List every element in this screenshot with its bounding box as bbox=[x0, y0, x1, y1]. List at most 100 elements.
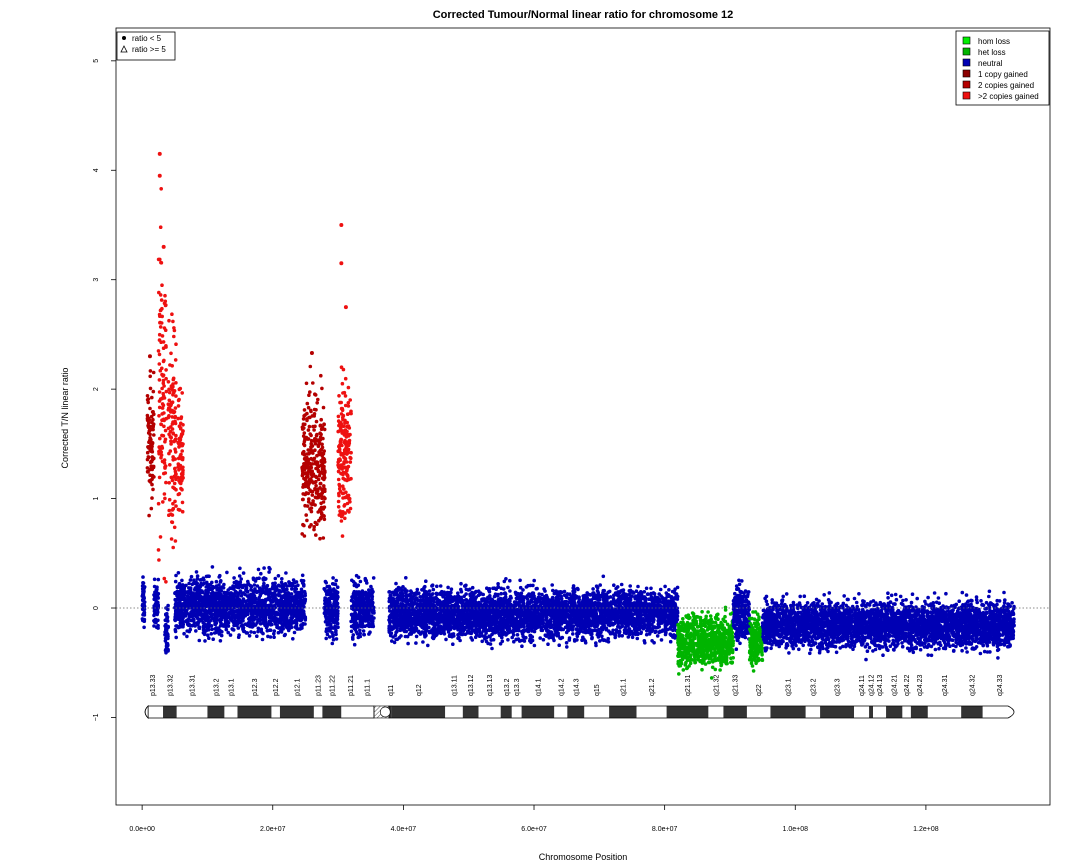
data-point bbox=[213, 627, 217, 631]
data-point bbox=[314, 495, 318, 500]
data-point bbox=[160, 334, 165, 338]
data-point bbox=[367, 614, 371, 619]
data-point bbox=[200, 597, 205, 602]
data-point bbox=[332, 587, 336, 591]
data-point bbox=[286, 622, 291, 626]
data-point bbox=[339, 519, 344, 523]
data-point bbox=[149, 506, 154, 511]
data-point bbox=[369, 599, 374, 603]
data-point bbox=[154, 625, 159, 629]
data-point bbox=[337, 513, 342, 517]
data-point bbox=[205, 611, 209, 616]
data-points bbox=[140, 151, 1016, 680]
data-point bbox=[230, 627, 234, 631]
data-point bbox=[157, 352, 162, 357]
data-point bbox=[307, 451, 312, 455]
data-point bbox=[156, 577, 161, 582]
chart-title: Corrected Tumour/Normal linear ratio for… bbox=[433, 9, 734, 21]
data-point bbox=[167, 451, 171, 456]
data-point bbox=[159, 422, 164, 427]
data-point bbox=[251, 617, 255, 622]
data-point bbox=[303, 413, 307, 417]
data-point bbox=[261, 617, 266, 622]
data-point bbox=[167, 390, 172, 395]
data-point bbox=[324, 627, 329, 631]
data-point bbox=[314, 419, 319, 424]
data-point bbox=[319, 427, 324, 432]
data-point bbox=[190, 609, 194, 613]
data-point bbox=[345, 472, 349, 477]
data-point bbox=[274, 597, 278, 601]
data-point bbox=[336, 429, 341, 434]
data-point bbox=[336, 460, 341, 465]
data-point bbox=[291, 578, 296, 582]
data-point bbox=[210, 587, 214, 592]
data-point bbox=[160, 366, 164, 371]
data-point bbox=[174, 610, 178, 615]
data-point bbox=[532, 578, 536, 583]
data-point bbox=[168, 429, 173, 434]
data-point bbox=[218, 618, 222, 622]
data-point bbox=[343, 421, 347, 425]
data-point bbox=[161, 378, 166, 383]
data-point bbox=[179, 415, 184, 419]
data-point bbox=[272, 606, 276, 611]
data-point bbox=[218, 639, 223, 643]
data-point bbox=[280, 577, 284, 581]
data-point bbox=[340, 534, 345, 538]
data-point bbox=[344, 490, 348, 495]
data-point bbox=[173, 591, 178, 596]
data-point bbox=[322, 475, 326, 480]
data-point bbox=[331, 634, 335, 639]
data-point bbox=[260, 637, 265, 642]
data-point bbox=[318, 435, 323, 440]
data-point bbox=[201, 624, 206, 629]
data-point bbox=[293, 590, 298, 594]
data-point bbox=[302, 463, 307, 468]
data-point bbox=[167, 481, 171, 485]
data-point bbox=[349, 629, 354, 634]
data-point bbox=[314, 438, 319, 442]
data-point bbox=[280, 623, 285, 627]
data-point bbox=[305, 401, 310, 406]
data-point bbox=[431, 587, 436, 592]
data-point bbox=[235, 609, 240, 613]
data-point bbox=[341, 476, 346, 481]
data-point bbox=[241, 571, 246, 575]
data-point bbox=[601, 574, 606, 579]
data-point bbox=[300, 573, 305, 578]
data-point bbox=[179, 486, 183, 491]
data-point bbox=[258, 622, 263, 626]
data-point bbox=[182, 631, 186, 636]
data-point bbox=[289, 612, 294, 617]
data-point bbox=[170, 520, 174, 524]
data-point bbox=[171, 545, 175, 550]
data-point bbox=[268, 604, 273, 608]
data-point bbox=[301, 472, 305, 477]
data-point bbox=[271, 618, 275, 622]
data-point bbox=[278, 617, 282, 621]
data-point bbox=[147, 440, 151, 445]
data-point bbox=[363, 602, 367, 607]
data-point bbox=[234, 623, 239, 628]
data-point bbox=[207, 636, 211, 640]
data-point bbox=[159, 298, 164, 302]
segment-7 bbox=[173, 565, 308, 643]
data-point bbox=[170, 508, 175, 512]
data-point bbox=[243, 622, 248, 626]
data-point bbox=[268, 628, 273, 632]
data-point bbox=[321, 405, 326, 410]
data-point bbox=[349, 619, 353, 624]
data-point bbox=[258, 586, 262, 590]
data-point bbox=[239, 624, 244, 628]
data-point bbox=[348, 411, 353, 416]
data-point bbox=[292, 603, 296, 607]
data-point bbox=[272, 631, 276, 636]
data-point bbox=[214, 579, 219, 584]
data-point bbox=[311, 424, 315, 429]
data-point bbox=[158, 225, 163, 229]
data-point bbox=[272, 611, 277, 615]
data-point bbox=[312, 428, 316, 432]
data-point bbox=[272, 635, 276, 639]
data-point bbox=[142, 585, 147, 589]
